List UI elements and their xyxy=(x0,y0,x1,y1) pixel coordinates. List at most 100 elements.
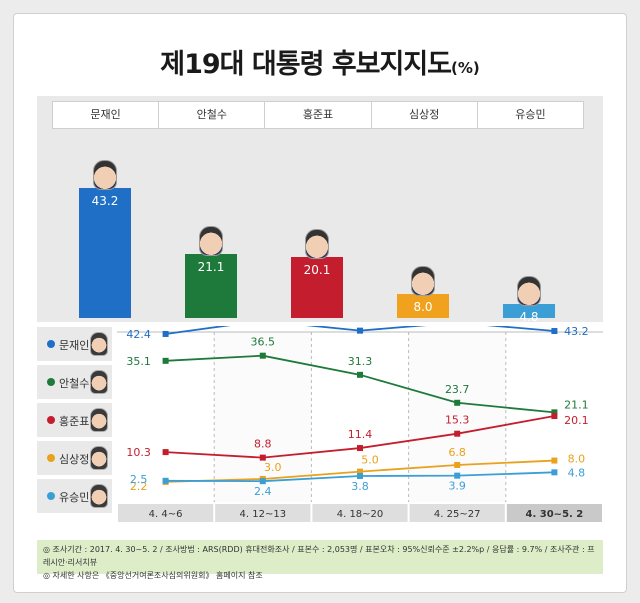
legend-label: 유승민 xyxy=(59,491,90,504)
data-point xyxy=(357,445,363,452)
data-label: 35.1 xyxy=(126,355,151,368)
bar-category-label: 홍준표 xyxy=(265,102,372,128)
bar-value-label: 8.0 xyxy=(413,299,433,314)
legend-item: 문재인 xyxy=(37,327,112,363)
data-label: 2.5 xyxy=(130,473,148,486)
data-point xyxy=(162,330,169,337)
data-point xyxy=(259,454,266,461)
legend-dot xyxy=(47,378,55,386)
footnote-line-1: ◎ 조사기간 : 2017. 4. 30~5. 2 / 조사방법 : ARS(R… xyxy=(43,545,595,567)
data-point xyxy=(357,327,363,334)
legend-label: 안철수 xyxy=(59,377,90,390)
legend-portrait xyxy=(90,484,108,508)
x-tick-label: 4. 25~27 xyxy=(434,509,481,520)
data-point xyxy=(357,371,363,378)
data-point xyxy=(357,473,363,480)
x-tick-label: 4. 18~20 xyxy=(337,509,384,520)
chart-title: 제19대 대통령 후보지지도(%) xyxy=(0,42,640,81)
data-point xyxy=(259,352,266,359)
x-tick-label: 4. 4~6 xyxy=(149,509,183,520)
data-label: 3.9 xyxy=(448,480,466,493)
bar-value-label: 43.2 xyxy=(91,193,119,208)
legend-label: 문재인 xyxy=(59,339,90,352)
legend-item: 유승민 xyxy=(37,479,112,515)
plot-column xyxy=(214,332,312,502)
data-label: 43.2 xyxy=(564,326,589,338)
candidate-portrait xyxy=(93,159,117,190)
x-tick-cell xyxy=(409,504,505,522)
data-point xyxy=(162,357,169,364)
data-point xyxy=(454,472,461,479)
x-tick-cell xyxy=(312,504,408,522)
legend-item: 홍준표 xyxy=(37,403,112,439)
legend-dot xyxy=(47,416,55,424)
bar-value-label: 21.1 xyxy=(197,260,225,275)
bar: 20.1 xyxy=(291,257,343,318)
data-point xyxy=(162,449,169,456)
data-label: 31.3 xyxy=(348,355,373,368)
data-label: 10.3 xyxy=(126,446,151,459)
data-point xyxy=(551,469,558,476)
data-label: 11.4 xyxy=(348,428,373,441)
bar-category-label: 문재인 xyxy=(53,102,160,128)
title-text: 제19대 대통령 후보지지도 xyxy=(160,49,452,80)
x-tick-cell xyxy=(215,504,311,522)
data-point xyxy=(259,478,266,485)
data-label: 3.0 xyxy=(264,461,282,474)
bar: 4.8 xyxy=(503,303,555,324)
line-chart: 4. 4~6 4. 12~13 4. 18~20 4. 25~27 4. 30~5. 2… xyxy=(117,326,603,522)
bar-value-label: 4.8 xyxy=(519,309,539,324)
bar-category-label: 안철수 xyxy=(159,102,266,128)
legend-label: 심상정 xyxy=(59,453,90,466)
data-point xyxy=(551,413,558,420)
x-tick-cell xyxy=(118,504,214,522)
data-label: 2.2 xyxy=(130,480,148,493)
survey-footnote: ◎ 조사기간 : 2017. 4. 30~5. 2 / 조사방법 : ARS(R… xyxy=(37,540,603,580)
data-label: 2.4 xyxy=(254,485,271,498)
legend-portrait xyxy=(90,332,108,356)
data-point xyxy=(551,328,558,335)
bar-category-label: 유승민 xyxy=(515,108,546,121)
bar-value-label: 20.1 xyxy=(303,263,331,278)
data-label: 3.8 xyxy=(351,480,369,493)
legend-portrait xyxy=(90,446,108,470)
candidate-portrait xyxy=(199,226,223,257)
data-label: 21.1 xyxy=(564,398,589,411)
data-label: 4.8 xyxy=(568,466,586,479)
data-label: 42.4 xyxy=(126,328,151,341)
data-label: 23.7 xyxy=(445,383,470,396)
x-tick-label: 4. 30~5. 2 xyxy=(526,509,584,520)
data-point xyxy=(454,461,461,468)
legend-dot xyxy=(47,454,55,462)
bar: 43.2 xyxy=(79,187,131,318)
data-point xyxy=(551,409,558,416)
candidate-portrait xyxy=(305,229,329,260)
data-label: 15.3 xyxy=(445,414,470,427)
legend-item: 심상정 xyxy=(37,441,112,477)
data-label: 8.8 xyxy=(254,438,271,451)
legend-portrait xyxy=(90,370,108,394)
bar: 8.0 xyxy=(397,293,449,318)
data-point xyxy=(162,477,169,484)
candidate-portrait xyxy=(411,265,435,296)
title-unit: (%) xyxy=(451,59,480,77)
bar-category-label: 심상정 xyxy=(372,102,478,128)
data-label: 36.5 xyxy=(251,336,275,349)
data-label: 8.0 xyxy=(568,453,586,466)
data-point xyxy=(454,430,461,437)
data-point xyxy=(454,399,461,406)
candidate-name-strip: 문재인 안철수 홍준표 심상정 유승민 xyxy=(52,101,584,129)
legend-item: 안철수 xyxy=(37,365,112,401)
legend-portrait xyxy=(90,408,108,432)
legend-label: 홍준표 xyxy=(59,415,90,428)
bar: 21.1 xyxy=(185,254,237,318)
data-label: 5.0 xyxy=(361,454,379,467)
x-tick-cell xyxy=(506,504,602,522)
data-label: 6.8 xyxy=(448,446,466,459)
legend-dot xyxy=(47,340,55,348)
candidate-portrait xyxy=(517,275,541,306)
x-tick-label: 4. 12~13 xyxy=(240,509,287,520)
data-point xyxy=(551,457,558,464)
data-point xyxy=(357,468,363,475)
footnote-line-2: ◎ 자세한 사항은 《중앙선거여론조사심의위원회》 홈페이지 참조 xyxy=(43,571,263,580)
